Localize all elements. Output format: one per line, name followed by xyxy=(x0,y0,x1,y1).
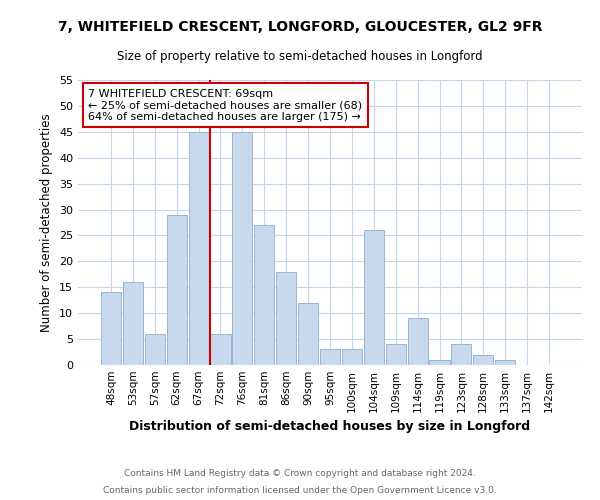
Bar xyxy=(211,334,230,365)
Bar xyxy=(473,354,493,365)
Text: Contains public sector information licensed under the Open Government Licence v3: Contains public sector information licen… xyxy=(103,486,497,495)
Bar xyxy=(320,350,340,365)
Bar xyxy=(232,132,253,365)
Bar xyxy=(407,318,428,365)
Bar xyxy=(188,132,209,365)
Bar xyxy=(276,272,296,365)
Bar xyxy=(298,303,318,365)
Text: Size of property relative to semi-detached houses in Longford: Size of property relative to semi-detach… xyxy=(117,50,483,63)
Bar xyxy=(254,225,274,365)
X-axis label: Distribution of semi-detached houses by size in Longford: Distribution of semi-detached houses by … xyxy=(130,420,530,434)
Text: 7 WHITEFIELD CRESCENT: 69sqm
← 25% of semi-detached houses are smaller (68)
64% : 7 WHITEFIELD CRESCENT: 69sqm ← 25% of se… xyxy=(88,88,362,122)
Bar xyxy=(386,344,406,365)
Bar xyxy=(495,360,515,365)
Bar xyxy=(101,292,121,365)
Y-axis label: Number of semi-detached properties: Number of semi-detached properties xyxy=(40,113,53,332)
Text: Contains HM Land Registry data © Crown copyright and database right 2024.: Contains HM Land Registry data © Crown c… xyxy=(124,468,476,477)
Bar xyxy=(364,230,384,365)
Text: 7, WHITEFIELD CRESCENT, LONGFORD, GLOUCESTER, GL2 9FR: 7, WHITEFIELD CRESCENT, LONGFORD, GLOUCE… xyxy=(58,20,542,34)
Bar xyxy=(167,214,187,365)
Bar xyxy=(123,282,143,365)
Bar xyxy=(342,350,362,365)
Bar xyxy=(451,344,472,365)
Bar xyxy=(145,334,165,365)
Bar xyxy=(430,360,449,365)
